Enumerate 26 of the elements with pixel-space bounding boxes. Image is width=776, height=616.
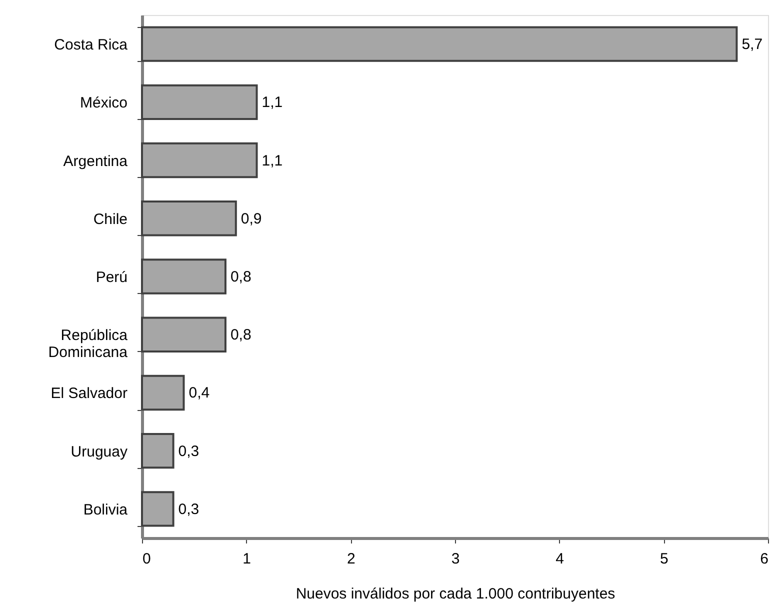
y-tick-label: República Dominicana <box>48 327 128 362</box>
data-label: 0,3 <box>178 442 200 460</box>
y-tick-label: Uruguay <box>70 443 128 460</box>
data-label: 1,1 <box>262 152 283 170</box>
y-tick-label: Argentina <box>63 152 128 170</box>
x-tick-label: 2 <box>346 550 356 568</box>
x-tick-label: 5 <box>660 550 668 568</box>
data-label: 0,8 <box>230 326 252 344</box>
x-tick-label: 3 <box>451 550 460 568</box>
x-axis-title: Nuevos inválidos por cada 1.000 contribuyentes <box>296 586 616 602</box>
data-label: 5,7 <box>742 36 763 54</box>
x-tick-label: 6 <box>760 550 768 568</box>
y-tick-label: Perú <box>96 269 128 286</box>
y-tick-label: Chile <box>93 210 128 228</box>
data-label: 0,3 <box>178 500 200 518</box>
y-tick-label: El Salvador <box>50 385 128 402</box>
data-label: 1,1 <box>262 94 283 112</box>
x-tick-label: 1 <box>242 550 252 568</box>
x-tick-label: 4 <box>556 550 564 568</box>
y-tick-label: Costa Rica <box>54 36 128 54</box>
data-label: 0,4 <box>188 384 210 402</box>
y-tick-label: México <box>80 94 128 112</box>
y-tick-label: Bolivia <box>83 501 128 518</box>
x-tick-label: 0 <box>142 550 151 568</box>
data-label: 0,9 <box>240 210 262 228</box>
data-label: 0,8 <box>230 268 252 286</box>
